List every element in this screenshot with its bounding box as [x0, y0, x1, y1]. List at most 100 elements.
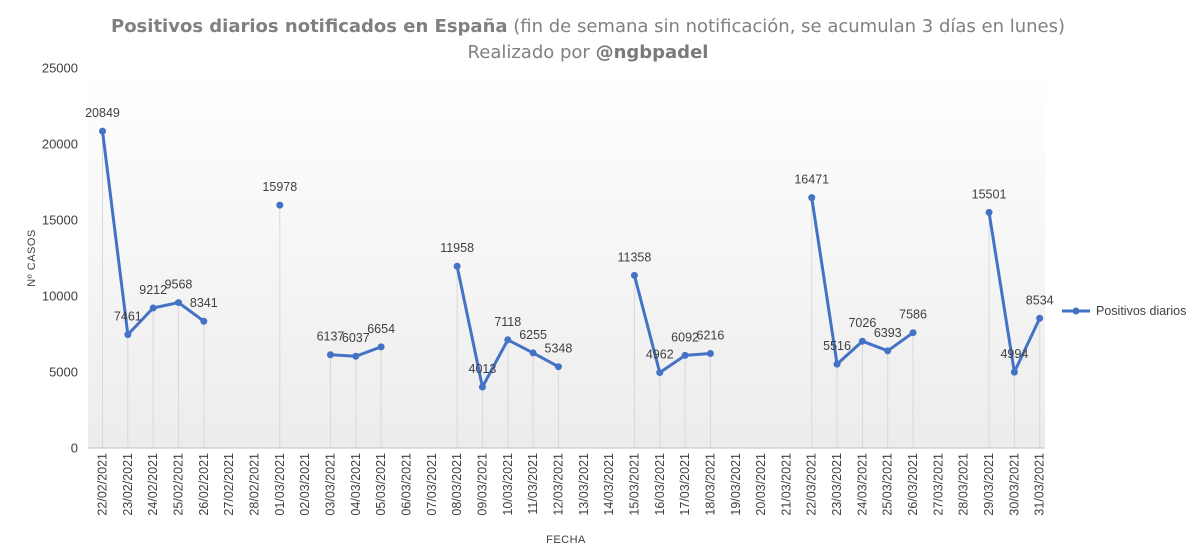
series-line-segment [683, 352, 712, 357]
x-tick-label: 23/03/2021 [830, 453, 844, 516]
series-line-segment [354, 345, 383, 358]
x-tick-label: 09/03/2021 [475, 453, 489, 516]
data-point [124, 331, 132, 339]
data-label: 4994 [1000, 347, 1028, 361]
data-point [453, 262, 461, 270]
series-line-segment [886, 331, 915, 353]
data-point [656, 369, 664, 377]
x-axis-ticks: 22/02/2021 23/02/2021 24/02/2021 25/02/2021… [96, 453, 1047, 516]
data-point [681, 351, 689, 359]
data-label: 7118 [494, 315, 521, 329]
x-tick-label: 01/03/2021 [273, 453, 287, 516]
series-line-segment [810, 196, 839, 366]
data-point [504, 336, 512, 344]
x-tick-label: 19/03/2021 [729, 453, 743, 516]
data-label: 8534 [1026, 293, 1054, 307]
data-point [377, 343, 385, 351]
plot-area-background [88, 68, 1045, 448]
x-tick-label: 15/03/2021 [627, 453, 641, 516]
data-label: 15978 [262, 180, 297, 194]
series-line-segment [987, 210, 1016, 374]
x-tick-label: 05/03/2021 [374, 453, 388, 516]
data-point [352, 352, 360, 360]
x-tick-label: 16/03/2021 [653, 453, 667, 516]
data-label: 5348 [545, 342, 573, 356]
y-axis-title: Nº CASOS [26, 229, 38, 287]
x-tick-label: 12/03/2021 [551, 453, 565, 516]
series-line-segment [860, 339, 890, 353]
x-tick-label: 22/02/2021 [96, 453, 110, 516]
legend-marker [1072, 307, 1080, 315]
data-point [985, 208, 993, 216]
data-label: 6137 [317, 330, 345, 344]
x-tick-label: 24/03/2021 [855, 453, 869, 516]
series-line-segment [835, 339, 864, 366]
data-label: 7586 [899, 308, 927, 322]
x-tick-label: 24/02/2021 [146, 453, 160, 516]
data-label: 5516 [823, 339, 851, 353]
x-tick-label: 25/03/2021 [881, 453, 895, 516]
y-tick-label: 10000 [42, 289, 78, 304]
data-label: 7461 [114, 310, 142, 324]
x-tick-label: 06/03/2021 [399, 453, 413, 516]
data-label: 6037 [342, 331, 370, 345]
drop-lines [102, 131, 1041, 448]
series-line-segment [101, 129, 130, 337]
x-tick-label: 28/03/2021 [957, 453, 971, 516]
y-tick-label: 15000 [42, 213, 78, 228]
data-label: 6216 [697, 329, 725, 343]
data-point [529, 349, 537, 357]
data-point [833, 360, 841, 368]
data-label: 8341 [190, 296, 218, 310]
x-tick-label: 13/03/2021 [577, 453, 591, 516]
data-point [1036, 314, 1044, 322]
x-tick-label: 25/02/2021 [171, 453, 185, 516]
series-lines [101, 129, 1042, 389]
series-line-segment [126, 306, 155, 337]
data-label: 4962 [646, 348, 674, 362]
x-tick-label: 31/03/2021 [1033, 453, 1047, 516]
series-markers [99, 127, 1044, 391]
data-point [326, 351, 334, 359]
data-label: 16471 [794, 173, 829, 187]
y-tick-label: 20000 [42, 137, 78, 152]
x-tick-label: 28/02/2021 [247, 453, 261, 516]
data-point [1010, 368, 1018, 376]
data-point [149, 304, 157, 312]
x-tick-label: 22/03/2021 [805, 453, 819, 516]
chart-subtitle: Realizado por @ngbpadel [468, 42, 709, 63]
data-point [276, 201, 284, 209]
data-label: 9568 [165, 278, 193, 292]
data-label: 6393 [874, 326, 902, 340]
data-label: 15501 [972, 187, 1007, 201]
chart-title-bold: Positivos diarios notificados en España [111, 16, 508, 37]
data-point [554, 363, 562, 371]
y-tick-label: 5000 [49, 365, 78, 380]
data-point [909, 329, 917, 337]
x-tick-label: 03/03/2021 [323, 453, 337, 516]
x-axis-title: FECHA [546, 534, 586, 546]
series-line-segment [1012, 316, 1042, 374]
x-tick-label: 17/03/2021 [678, 453, 692, 516]
series-line-segment [506, 338, 535, 355]
x-tick-label: 08/03/2021 [450, 453, 464, 516]
y-axis-ticks: 0 5000 10000 15000 20000 25000 [42, 61, 78, 456]
data-point [174, 299, 182, 307]
x-tick-label: 04/03/2021 [349, 453, 363, 516]
x-tick-label: 27/02/2021 [222, 453, 236, 516]
x-tick-label: 10/03/2021 [501, 453, 515, 516]
data-label: 4013 [469, 362, 497, 376]
data-point [478, 383, 486, 391]
data-point [706, 350, 714, 358]
chart-title-rest: (fin de semana sin notificación, se acum… [508, 16, 1065, 37]
series-line-segment [480, 338, 510, 389]
data-label: 11358 [618, 250, 652, 264]
x-tick-label: 18/03/2021 [703, 453, 717, 516]
data-label: 9212 [139, 283, 167, 297]
series-line-segment [328, 353, 358, 358]
data-point [630, 271, 638, 279]
series-line-segment [632, 273, 662, 375]
legend: Positivos diarios [1062, 304, 1186, 318]
chart-title: Positivos diarios notificados en España … [111, 16, 1065, 37]
